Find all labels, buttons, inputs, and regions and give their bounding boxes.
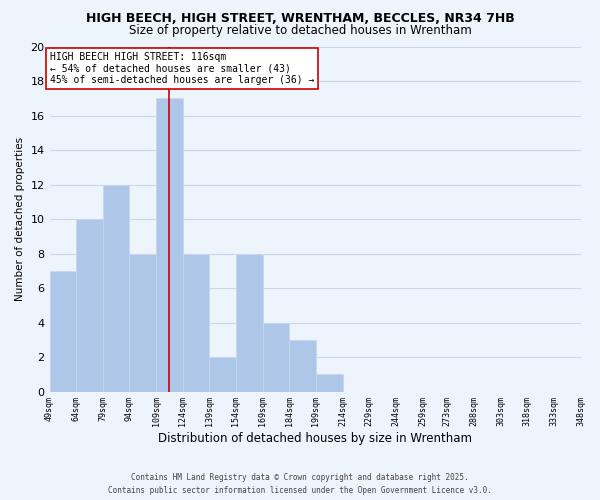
Bar xyxy=(130,254,156,392)
Bar xyxy=(236,254,263,392)
Bar xyxy=(76,219,103,392)
Text: HIGH BEECH HIGH STREET: 116sqm
← 54% of detached houses are smaller (43)
45% of : HIGH BEECH HIGH STREET: 116sqm ← 54% of … xyxy=(50,52,314,85)
Bar xyxy=(263,322,289,392)
Text: Contains HM Land Registry data © Crown copyright and database right 2025.
Contai: Contains HM Land Registry data © Crown c… xyxy=(108,474,492,495)
Bar xyxy=(289,340,316,392)
Bar xyxy=(183,254,209,392)
Text: Size of property relative to detached houses in Wrentham: Size of property relative to detached ho… xyxy=(128,24,472,37)
Bar xyxy=(316,374,343,392)
Bar xyxy=(103,184,130,392)
Text: HIGH BEECH, HIGH STREET, WRENTHAM, BECCLES, NR34 7HB: HIGH BEECH, HIGH STREET, WRENTHAM, BECCL… xyxy=(86,12,514,26)
Bar xyxy=(156,98,183,392)
Bar xyxy=(50,271,76,392)
Y-axis label: Number of detached properties: Number of detached properties xyxy=(15,137,25,301)
X-axis label: Distribution of detached houses by size in Wrentham: Distribution of detached houses by size … xyxy=(158,432,472,445)
Bar xyxy=(209,357,236,392)
